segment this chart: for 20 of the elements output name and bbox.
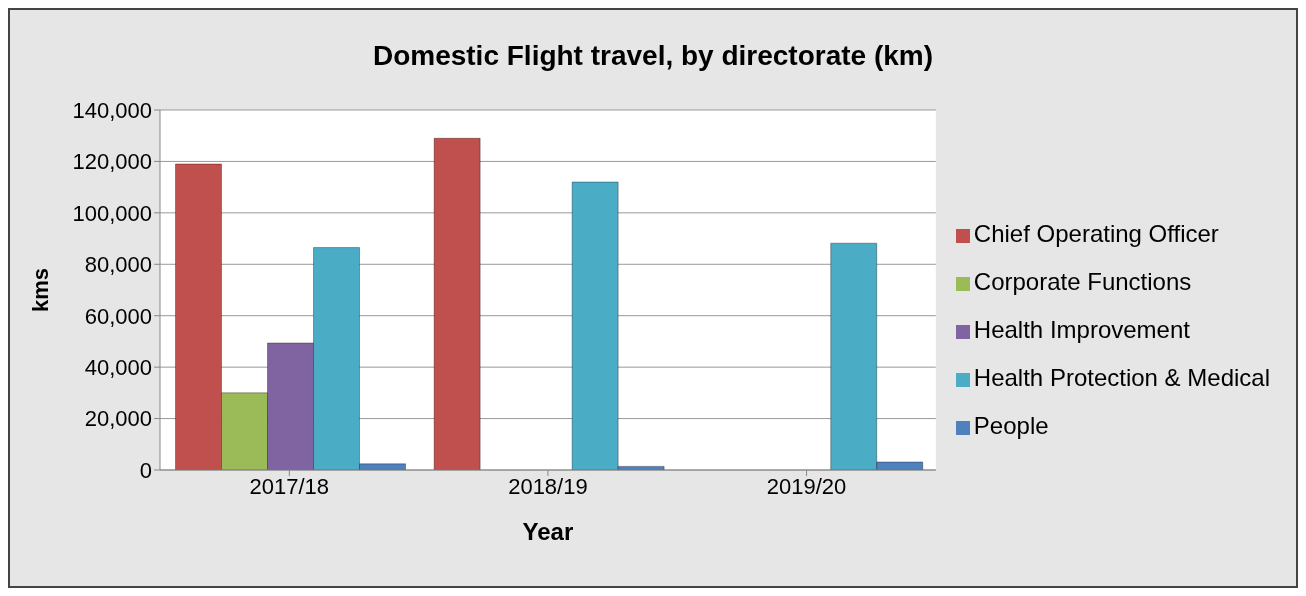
y-tick-label: 40,000 [84, 354, 152, 380]
x-tick-label: 2019/20 [766, 473, 847, 499]
y-tick-label: 60,000 [84, 303, 152, 329]
y-tick-label: 120,000 [72, 149, 152, 175]
chart-title: Domestic Flight travel, by directorate (km) [371, 39, 935, 73]
x-axis-title: Year [522, 518, 574, 545]
legend-label: Health Improvement [973, 316, 1190, 343]
y-tick-label: 20,000 [84, 406, 152, 432]
y-axis-title: kms [27, 267, 53, 313]
legend-label: Chief Operating Officer [973, 220, 1219, 247]
legend-label: Corporate Functions [973, 268, 1192, 295]
y-tick-label: 0 [139, 457, 152, 483]
legend-label: Health Protection & Medical [973, 364, 1270, 391]
x-tick-label: 2018/19 [508, 473, 588, 499]
legend-label: People [973, 412, 1049, 439]
y-tick-label: 140,000 [72, 97, 152, 123]
y-tick-label: 100,000 [72, 200, 152, 226]
x-tick-label: 2017/18 [249, 473, 330, 499]
y-tick-label: 80,000 [84, 252, 152, 278]
bar [433, 137, 481, 470]
